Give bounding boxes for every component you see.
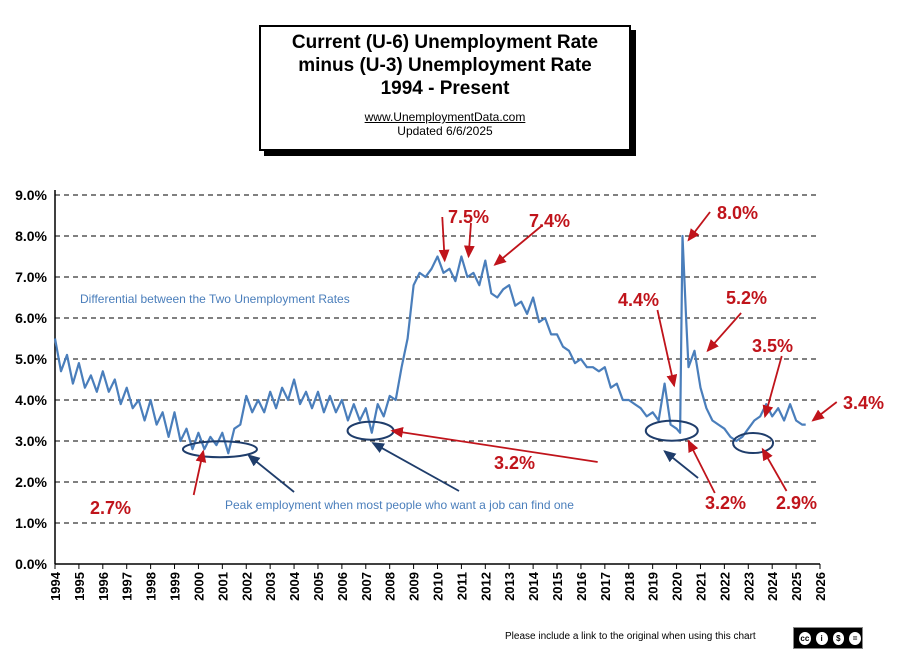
x-tick-label: 2002 xyxy=(239,572,254,601)
label-4-4: 4.4% xyxy=(618,290,659,310)
trough-ellipse xyxy=(644,419,699,442)
x-tick-label: 2020 xyxy=(670,572,685,601)
annotation-arrows xyxy=(192,211,838,496)
x-tick-label: 2013 xyxy=(502,572,517,601)
x-tick-label: 2026 xyxy=(813,572,828,601)
annotation-arrow xyxy=(390,427,598,463)
x-tick-label: 2018 xyxy=(622,572,637,601)
annotation-arrow xyxy=(811,401,838,422)
y-tick-label: 2.0% xyxy=(15,474,47,490)
label-8-0: 8.0% xyxy=(717,203,758,223)
x-tick-label: 2017 xyxy=(598,572,613,601)
trough-ellipse xyxy=(181,440,258,459)
x-tick-label: 2004 xyxy=(287,571,302,601)
updated-date: Updated 6/6/2025 xyxy=(397,124,493,138)
x-tick-label: 2019 xyxy=(646,572,661,601)
x-tick-label: 2005 xyxy=(311,572,326,601)
x-tick-label: 2000 xyxy=(191,572,206,601)
x-tick-label: 2021 xyxy=(693,572,708,601)
label-7-5: 7.5% xyxy=(448,207,489,227)
x-tick-label: 2001 xyxy=(215,572,230,601)
by-icon: i xyxy=(814,630,829,646)
nc-icon: $ xyxy=(831,630,846,646)
label-7-4: 7.4% xyxy=(529,211,570,231)
y-tick-label: 3.0% xyxy=(15,433,47,449)
series-line-differential xyxy=(53,234,806,455)
x-tick-label: 2016 xyxy=(574,572,589,601)
creative-commons-icon[interactable]: cc i $ = xyxy=(793,627,863,649)
nd-icon: = xyxy=(848,630,862,646)
cc-icon: cc xyxy=(798,630,812,646)
label-3-2-2020: 3.2% xyxy=(705,493,746,513)
y-tick-label: 1.0% xyxy=(15,515,47,531)
x-tick-label: 2023 xyxy=(741,572,756,601)
x-tick-label: 2024 xyxy=(765,571,780,601)
annotation-arrow xyxy=(438,216,450,263)
differential-note: Differential between the Two Unemploymen… xyxy=(80,292,350,306)
x-tick-label: 2015 xyxy=(550,572,565,601)
x-tick-label: 1995 xyxy=(72,572,87,601)
x-tick-label: 1999 xyxy=(168,572,183,601)
x-tick-label: 2009 xyxy=(407,572,422,601)
annotation-arrow xyxy=(493,224,544,266)
x-tick-label: 2008 xyxy=(383,572,398,601)
trough-ellipse xyxy=(732,432,775,455)
attribution-note: Please include a link to the original wh… xyxy=(505,631,756,642)
x-tick-label: 1997 xyxy=(120,572,135,601)
x-tick-labels: 1994 1995 1996 1997 1998 1999 2000 2001 2002 2003… xyxy=(48,564,828,601)
title-box: Current (U-6) Unemployment Rate minus (U… xyxy=(259,25,631,151)
annotation-arrow xyxy=(706,312,742,353)
x-tick-label: 1998 xyxy=(144,572,159,601)
x-tick-label: 2006 xyxy=(335,572,350,601)
trough-ellipses xyxy=(181,419,775,459)
y-tick-label: 6.0% xyxy=(15,310,47,326)
x-tick-label: 2003 xyxy=(263,572,278,601)
y-tick-label: 7.0% xyxy=(15,269,47,285)
x-tick-label: 1994 xyxy=(48,571,63,601)
annotation-arrow xyxy=(687,211,711,242)
annotation-labels: 2.7% 7.5% 7.4% 8.0% 4.4% 5.2% 3.5% 3.4% … xyxy=(80,203,884,518)
y-tick-label: 5.0% xyxy=(15,351,47,367)
y-tick-label: 9.0% xyxy=(15,187,47,203)
annotation-arrow xyxy=(663,450,699,479)
x-tick-label: 2014 xyxy=(526,571,541,601)
annotation-arrow xyxy=(761,447,788,492)
annotation-arrow xyxy=(762,355,783,419)
label-2-9: 2.9% xyxy=(776,493,817,513)
annotation-arrow xyxy=(247,454,295,493)
label-3-4: 3.4% xyxy=(843,393,884,413)
x-tick-label: 2012 xyxy=(478,572,493,601)
y-tick-label: 4.0% xyxy=(15,392,47,408)
x-tick-label: 2022 xyxy=(717,572,732,601)
x-tick-label: 1996 xyxy=(96,572,111,601)
label-3-2-2007: 3.2% xyxy=(494,453,535,473)
x-tick-label: 2010 xyxy=(431,572,446,601)
peak-employment-note: Peak employment when most people who wan… xyxy=(225,498,574,512)
annotation-arrow xyxy=(192,449,207,496)
annotation-arrow xyxy=(656,309,678,388)
annotation-arrow xyxy=(687,439,716,494)
y-tick-label: 0.0% xyxy=(15,556,47,572)
annotation-arrow xyxy=(463,222,475,259)
y-tick-labels: 0.0% 1.0% 2.0% 3.0% 4.0% 5.0% 6.0% 7.0% 8.0% 9.0% xyxy=(15,187,47,572)
y-tick-label: 8.0% xyxy=(15,228,47,244)
label-2-7: 2.7% xyxy=(90,498,131,518)
chart-title-line-1: Current (U-6) Unemployment Rate xyxy=(291,32,599,53)
label-3-5: 3.5% xyxy=(752,336,793,356)
x-tick-label: 2011 xyxy=(454,572,469,600)
chart-title-line-3: 1994 - Present xyxy=(380,78,510,99)
gridlines xyxy=(55,194,820,524)
label-5-2: 5.2% xyxy=(726,288,767,308)
annotation-arrow xyxy=(371,442,460,492)
source-link[interactable]: www.UnemploymentData.com xyxy=(364,110,526,124)
x-tick-label: 2007 xyxy=(359,572,374,601)
chart-title-line-2: minus (U-3) Unemployment Rate xyxy=(298,55,592,76)
x-tick-label: 2025 xyxy=(789,572,804,601)
